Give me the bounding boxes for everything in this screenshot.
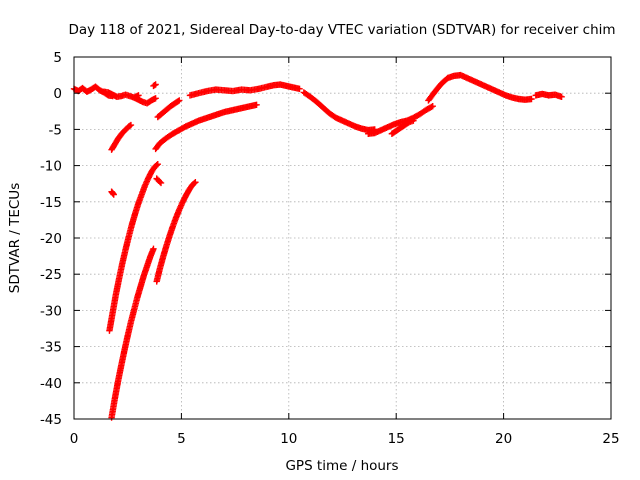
data-point — [528, 95, 535, 103]
x-axis-label: GPS time / hours — [285, 458, 398, 474]
data-point — [174, 97, 182, 105]
y-tick-label: -40 — [40, 376, 62, 392]
data-point — [110, 191, 117, 198]
series-segment-6 — [108, 121, 135, 153]
y-tick-label: -45 — [40, 412, 62, 428]
x-tick-label: 5 — [177, 431, 186, 447]
data-point — [126, 122, 134, 129]
x-tick-label: 0 — [70, 431, 79, 447]
y-tick-label: -25 — [40, 267, 62, 283]
grid — [74, 57, 611, 419]
series-segment-8 — [152, 101, 260, 153]
data-points — [70, 71, 565, 421]
series-segment-16 — [153, 175, 165, 187]
data-point — [429, 103, 436, 110]
data-point — [558, 93, 565, 101]
data-point — [151, 82, 158, 89]
data-point — [127, 121, 135, 129]
x-tick-label: 20 — [495, 431, 512, 447]
x-tick-label: 25 — [602, 431, 619, 447]
series-segment-14 — [532, 90, 565, 101]
series-segment-9 — [186, 81, 303, 99]
y-tick-label: -20 — [40, 231, 62, 247]
y-tick-label: 5 — [53, 50, 62, 66]
chart-title: Day 118 of 2021, Sidereal Day-to-day VTE… — [68, 22, 615, 38]
data-point — [253, 101, 260, 108]
y-tick-label: -30 — [40, 303, 62, 319]
data-point — [154, 160, 161, 168]
data-point — [176, 97, 183, 104]
series-segment-11 — [365, 103, 436, 137]
x-tick-label: 10 — [280, 431, 297, 447]
series-segment-4 — [150, 81, 159, 90]
data-point — [296, 85, 303, 93]
tick-labels: 0 5 10 15 20 25 5 0 -5 -10 -15 -20 -25 -30 -35 -40 -45 — [40, 50, 620, 447]
data-point — [153, 161, 160, 169]
series-segment-12 — [388, 117, 417, 137]
axis-ticks — [73, 56, 612, 420]
data-point — [152, 95, 159, 102]
series-segment-13 — [425, 71, 535, 104]
data-point — [192, 179, 199, 186]
series-segment-7 — [108, 188, 117, 198]
series-segment-18 — [153, 179, 199, 285]
data-point — [410, 117, 417, 124]
series-segment-15 — [106, 160, 161, 334]
data-point — [157, 179, 165, 187]
data-point — [152, 81, 159, 88]
y-tick-label: -10 — [40, 159, 62, 175]
y-tick-label: -5 — [49, 122, 62, 138]
series-segment-3 — [130, 94, 159, 107]
data-point — [150, 245, 157, 253]
x-tick-label: 15 — [388, 431, 405, 447]
data-point — [156, 178, 164, 186]
y-tick-label: 0 — [53, 86, 62, 102]
y-axis-label: SDTVAR / TECUs — [7, 183, 23, 293]
series-segment-1 — [70, 83, 116, 100]
y-tick-label: -35 — [40, 340, 62, 356]
series-segment-17 — [108, 245, 157, 421]
series-segment-5 — [154, 97, 183, 121]
data-point — [191, 180, 198, 187]
y-tick-label: -15 — [40, 195, 62, 211]
series-segment-10 — [300, 89, 378, 134]
data-point — [428, 103, 435, 111]
